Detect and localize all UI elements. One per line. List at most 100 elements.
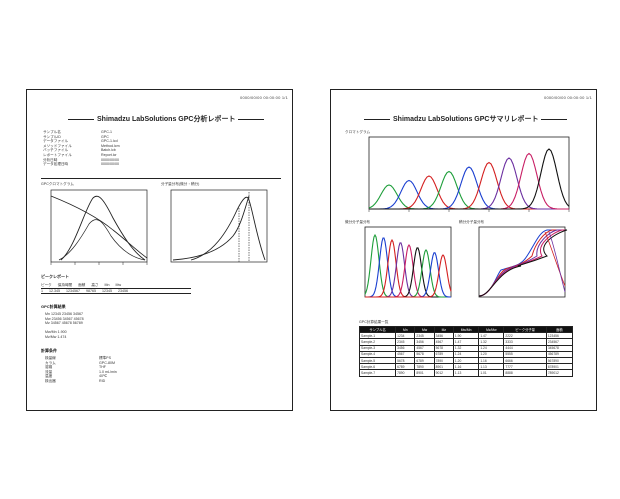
calc-line: Mz 34567 45678 56789 [45,321,83,326]
gpc-summary-report-page: 0000/00/00 00:00:00 1/1 Shimadzu LabSolu… [330,89,597,411]
condition-value: 40℃ [99,374,108,379]
peak-cell: 98765 [86,288,96,293]
table-cell: 8901 [414,369,435,377]
title-rule-right [541,118,568,120]
table-row: Sample-2 2345 3456 4567 1.47 1.32 3333 234567 [358,338,574,346]
condition-label: 検量線 [45,356,56,360]
info-value: Batch.lcb [101,148,116,153]
table-cell: 9012 [433,369,454,377]
peak-report-label: ピークレポート [41,274,69,279]
molecular-weight-distribution-chart [170,189,268,263]
chromatogram-series-group [368,148,570,210]
peak-col: ピーク [41,283,52,287]
condition-value: THF [99,365,106,370]
info-value: GPC [101,134,109,139]
diff-distribution-label: 微分分子量分布 [345,220,371,224]
peak-table-row: 1 12.345 1234567 98765 12345 23456 [41,289,191,295]
sample-info-values: GPC-1 GPC GPC-1.lcd Method.lcm Batch.lcb… [101,130,120,167]
chromatogram-label: クロマトグラム [345,130,371,134]
peak-col: Mw [115,283,122,287]
chart2-label: 分子量分布(微分・積分) [161,182,200,186]
peak-col: 高さ [91,283,99,287]
condition-value: 1.0 mL/min [99,369,117,374]
info-label: サンプル名 [43,130,61,134]
table-cell: 789012 [545,369,574,377]
integral-dashed-curve [544,231,566,287]
chromatogram-peak [369,161,569,210]
info-value: 0000/00/00 [101,157,119,162]
peak-col: 面積 [78,283,86,287]
condition-label: 検出器 [45,378,56,383]
integral-mw-distribution-chart [478,226,568,298]
peak-cell: 12.345 [49,288,60,293]
results-summary-table: サンプル名 Mn Mw Mz Mw/Mn Mz/Mw ピーク分子量 面積 Sam… [358,325,574,377]
report-title-text: Shimadzu LabSolutions GPC分析レポート [97,116,236,123]
section-divider [41,178,281,179]
int-distribution-label: 積分分子量分布 [459,220,485,224]
report-title-text: Shimadzu LabSolutions GPCサマリレポート [393,116,539,123]
title-rule-right [238,118,265,120]
condition-value: RID [99,378,106,383]
chart1-label: GPCクロマトグラム [41,182,74,186]
info-label: データ処理日時 [43,162,69,167]
calc-line: Mn 12345 23456 34567 [45,312,83,316]
gpc-analysis-report-page: 0000/00/00 00:00:00 1/1 Shimadzu LabSolu… [26,89,293,411]
table-cell: 1.01 [478,369,505,377]
peak-cell: 12345 [102,288,112,293]
gpc-chromatogram-chart [50,189,148,265]
info-label: 分析日時 [43,157,58,162]
differential-mw-distribution-chart [364,226,452,298]
calc-results-label: GPC計算結果 [41,304,66,309]
summary-line: Mz/Mw 1.474 [45,334,67,339]
report-title: Shimadzu LabSolutions GPC分析レポート [65,114,267,124]
page-header-code: 0000/00/00 00:00:00 1/1 [544,95,592,100]
chromatogram-peak [369,170,569,210]
info-value: GPC-1 [101,130,112,134]
integral-series-group [478,229,568,297]
info-label: サンプルID [43,134,61,139]
peak-col: Mn [104,283,110,287]
peak-table-header: ピーク 保持時間 面積 高さ Mn Mw [41,283,191,289]
info-value: GPC-1.lcd [101,139,118,144]
page-header-code: 0000/00/00 00:00:00 1/1 [240,95,288,100]
overlay-chromatogram-chart [368,136,570,212]
info-label: メソッドファイル [43,143,72,148]
info-label: データファイル [43,139,69,144]
peak-cell: 1234567 [66,288,80,293]
conditions-values: 標準PS GPC-80M THF 1.0 mL/min 40℃ RID [99,356,117,384]
condition-label: 温度 [45,374,53,379]
title-rule-left [364,118,390,120]
diff-distribution-curve [365,254,452,298]
info-value: 0000/00/00 [101,162,119,167]
diff-series-group [364,233,452,298]
condition-label: カラム [45,360,56,365]
conditions-labels: 検量線 カラム 溶媒 流量 温度 検出器 [45,356,56,384]
table-cell: 1.13 [452,369,480,377]
peak-cell: 1 [41,288,43,293]
conditions-label: 計算条件 [41,348,57,353]
summary-line: Mw/Mn 1.900 [45,330,67,334]
peak-report-table: ピーク 保持時間 面積 高さ Mn Mw 1 12.345 1234567 98… [41,283,191,295]
peak-cell: 23456 [118,288,128,293]
calc-line: Mw 23456 34567 45678 [45,316,84,321]
info-label: バッチファイル [43,148,69,153]
chromatogram-peak [369,166,569,210]
summary-lines: Mw/Mn 1.900 Mz/Mw 1.474 [45,330,67,339]
integral-dashed-curve [548,231,566,293]
results-table-label: GPC計算結果一覧 [359,320,389,324]
info-value: Method.lcm [101,143,120,148]
info-value: Report.lcr [101,152,117,157]
table-cell: 8888 [503,369,547,377]
calc-results-lines: Mn 12345 23456 34567 Mw 23456 34567 4567… [45,312,84,326]
info-label: レポートファイル [43,152,72,157]
table-cell: Sample-7 [358,369,397,377]
results-table-body: Sample-1 1234 2345 3456 1.90 1.47 2222 123456 Sa… [358,332,574,377]
sample-info-labels: サンプル名 サンプルID データファイル メソッドファイル バッチファイル レポ… [43,130,72,167]
condition-label: 流量 [45,369,53,374]
title-rule-left [68,118,94,120]
report-title: Shimadzu LabSolutions GPCサマリレポート [361,114,570,124]
condition-value: GPC-80M [99,360,115,365]
table-cell: 7890 [395,369,416,377]
peak-col: 保持時間 [57,283,73,287]
integral-distribution-curve [478,229,568,297]
